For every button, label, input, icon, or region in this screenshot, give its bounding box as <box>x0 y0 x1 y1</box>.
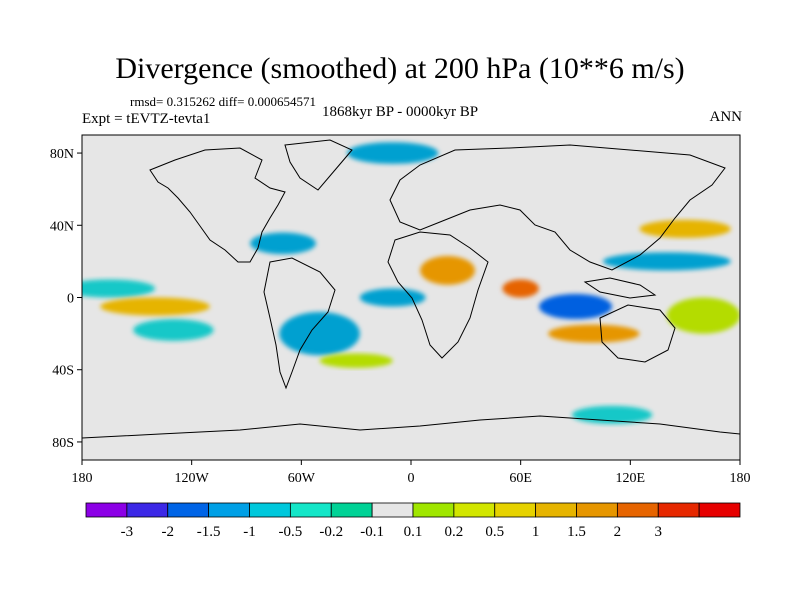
lat-tick-label: 80N <box>50 147 74 162</box>
lon-tick-label: 60E <box>509 471 532 486</box>
colorbar-label: 0.2 <box>445 524 464 540</box>
lon-tick-label: 0 <box>408 471 415 486</box>
colorbar-label: -1.5 <box>197 524 221 540</box>
coastline-eurasia <box>389 144 726 271</box>
neg-north-atlantic <box>250 232 316 255</box>
lat-tick-label: 40N <box>50 219 74 234</box>
season-label: ANN <box>709 109 743 125</box>
pos-blob-africa <box>420 255 475 285</box>
pos-band-indian-south <box>548 324 640 343</box>
lon-tick-label: 120E <box>616 471 646 486</box>
coastline-australia <box>599 304 676 363</box>
colorbar-swatch <box>657 502 700 518</box>
colorbar-swatch <box>208 502 250 518</box>
coastline-indonesia <box>583 277 657 299</box>
colorbar-label: -3 <box>121 524 134 540</box>
coastline-north-america <box>149 147 286 263</box>
colorbar-swatch <box>535 502 577 518</box>
colorbar: -3 -2 -1.5 -1 -0.5 -0.2 -0.1 0.1 0.2 0.5 1 1.5 2 3 <box>85 502 741 540</box>
neg-blob-south-america <box>279 311 360 356</box>
colorbar-label: 1.5 <box>567 524 586 540</box>
colorbar-label: 0.5 <box>485 524 504 540</box>
colorbar-swatch <box>289 502 332 518</box>
coastline-south-america <box>263 257 336 390</box>
colorbar-swatch <box>576 502 618 518</box>
coastlines <box>82 139 740 439</box>
coastline-antarctica <box>82 415 740 439</box>
colorbar-swatch <box>126 502 169 518</box>
lon-tick-label: 120W <box>175 471 210 486</box>
colorbar-label: -2 <box>162 524 175 540</box>
pos-core-arabian-sea <box>502 279 539 298</box>
map-axes: 80N 40N 0 40S 80S 180 120W 60W 0 60E 120E 180 <box>50 147 751 486</box>
colorbar-label: 2 <box>614 524 622 540</box>
divergence-field <box>82 142 740 424</box>
colorbar-label: 1 <box>532 524 540 540</box>
colorbar-label: 3 <box>655 524 663 540</box>
lat-tick-label: 80S <box>52 436 74 451</box>
colorbar-label: 0.1 <box>404 524 423 540</box>
neg-band-north-pacific <box>602 252 731 271</box>
colorbar-swatch <box>167 502 210 518</box>
neg-core-indian-ocean <box>538 293 613 320</box>
neg-arctic <box>347 142 439 164</box>
pos-band-north-pacific <box>639 219 731 238</box>
colorbar-swatch <box>453 502 496 518</box>
lon-tick-label: 180 <box>730 471 751 486</box>
neg-blob-atlantic-eq <box>359 288 426 307</box>
experiment-label: Expt = tEVTZ-tevta1 <box>82 111 211 127</box>
map-title: Divergence (smoothed) at 200 hPa (10**6 … <box>115 52 685 85</box>
time-period-label: 1868kyr BP - 0000kyr BP <box>322 104 479 120</box>
neg-band-east-pacific <box>82 279 156 298</box>
colorbar-label: -0.1 <box>360 524 384 540</box>
pos-band-pacific-itcz <box>100 297 210 316</box>
colorbar-label: -0.2 <box>319 524 343 540</box>
colorbar-swatch <box>412 502 455 518</box>
lon-tick-label: 60W <box>288 471 316 486</box>
colorbar-label: -0.5 <box>279 524 303 540</box>
coastline-africa <box>387 231 489 359</box>
pos-band-south-atlantic <box>319 353 393 368</box>
colorbar-swatch <box>85 502 128 518</box>
colorbar-label: -1 <box>243 524 256 540</box>
lat-tick-label: 0 <box>67 292 74 307</box>
colorbar-swatch <box>494 502 537 518</box>
colorbar-swatch <box>249 502 291 518</box>
coastline-greenland <box>284 139 353 191</box>
lon-tick-label: 180 <box>72 471 93 486</box>
rmsd-diff-stats: rmsd= 0.315262 diff= 0.000654571 <box>130 94 316 109</box>
colorbar-swatch <box>371 502 414 518</box>
colorbar-swatch <box>698 502 741 518</box>
lat-tick-label: 40S <box>52 364 74 379</box>
neg-band-south-pacific <box>133 319 214 341</box>
colorbar-swatch <box>616 502 659 518</box>
colorbar-swatch <box>330 502 373 518</box>
pos-blob-west-pacific <box>666 297 740 334</box>
